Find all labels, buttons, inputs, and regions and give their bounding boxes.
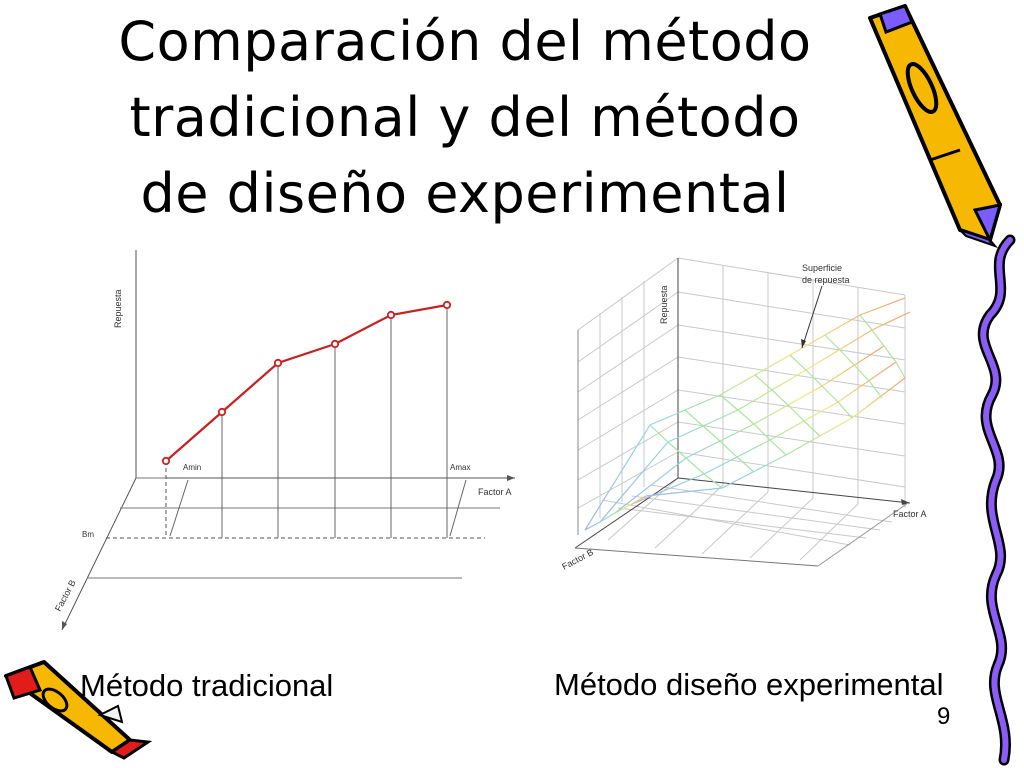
amin-label: Amin [183,463,201,472]
bm-label: Bm [82,530,94,539]
title-line-3: de diseño experimental [140,162,790,225]
squiggle-border-icon [977,234,1016,766]
title-line-1: Comparación del método [118,10,812,73]
left-diagram: Repuesta Factor A Factor B Amin Amax Bm [53,250,515,631]
right-diagram: Repuesta Factor A Factor B Superficie de… [560,257,927,572]
amax-label: Amax [450,463,470,472]
left-diagram-caption: Método tradicional [80,668,334,703]
left-z-axis-label: Factor B [53,578,78,613]
surface-label-line1: Superficie [802,263,842,273]
pencil-icon [868,4,1003,249]
left-y-axis-label: Repuesta [113,289,123,328]
right-x-axis-label: Factor A [893,509,927,519]
pencil-icon [4,660,153,760]
right-y-axis-label: Repuesta [659,285,669,324]
page-number: 9 [937,703,951,730]
slide-title: Comparación del método tradicional y del… [70,4,860,232]
left-x-axis-label: Factor A [478,487,512,497]
surface-label-line2: de repuesta [802,275,850,285]
right-diagram-caption: Método diseño experimental [554,667,944,702]
title-line-2: tradicional y del método [129,86,801,149]
right-z-axis-label: Factor B [560,547,595,572]
